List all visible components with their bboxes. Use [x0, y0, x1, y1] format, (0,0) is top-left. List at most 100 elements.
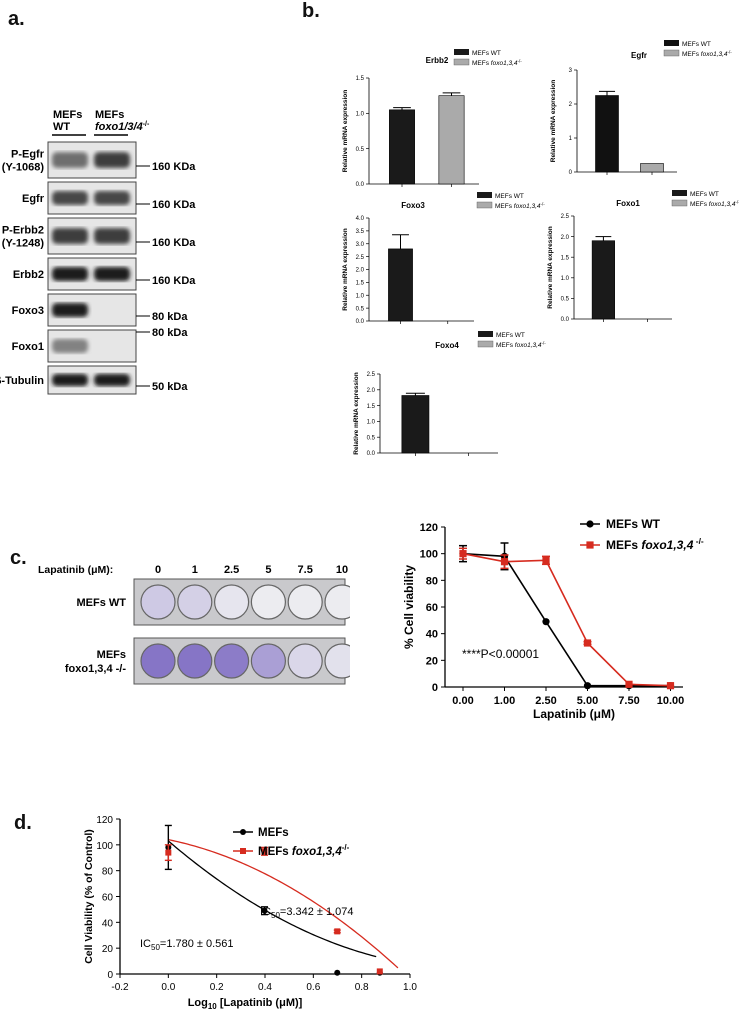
y-tick-label: 60 [426, 602, 438, 614]
dose-label: 5 [265, 564, 271, 576]
y-tick-label: 120 [420, 522, 438, 534]
legend-swatch-ko [663, 49, 680, 57]
data-point [459, 550, 467, 558]
plate-well [287, 643, 323, 679]
blot-marker-label: 50 kDa [152, 381, 188, 393]
y-tick-label: 3 [569, 68, 573, 74]
blot-band [52, 228, 88, 244]
y-tick-label: 1.0 [561, 276, 570, 282]
blot-lane-header-line1: MEFs [53, 109, 82, 121]
blot-band [94, 266, 130, 282]
legend-marker-ko [240, 848, 246, 854]
data-point [542, 556, 550, 564]
blot-marker-label: 160 KDa [152, 161, 196, 173]
y-tick-label: 1.0 [356, 112, 365, 118]
blot-band [52, 152, 88, 168]
legend-label-mefs: MEFs [258, 827, 289, 839]
legend-swatch-ko [671, 199, 688, 207]
blot-band [52, 302, 88, 318]
x-tick-label: 0.4 [258, 982, 272, 993]
chart-title: Foxo3 [401, 201, 425, 210]
x-tick-label: 10.00 [657, 695, 685, 707]
ic50-annotation: IC50=3.342 ± 1.074 [260, 906, 354, 920]
data-point [376, 968, 383, 975]
legend-label-wt: MEFs WT [690, 191, 719, 198]
y-tick-label: 0.0 [356, 319, 365, 325]
x-tick-label: 0.2 [210, 982, 224, 993]
data-point [165, 849, 172, 856]
y-tick-label: 0 [107, 970, 113, 981]
y-tick-label: 3.0 [356, 242, 365, 248]
legend-label-wt: MEFs WT [606, 517, 661, 531]
y-tick-label: 1.5 [356, 281, 365, 287]
x-tick-label: 0.6 [306, 982, 320, 993]
legend-label-ko: MEFs foxo1,3,4-/- [258, 843, 350, 858]
data-point [542, 618, 550, 626]
blot-band [94, 228, 130, 244]
y-axis-label: Relative mRNA expression [342, 90, 349, 173]
blot-lane-header-line1: MEFs [95, 109, 124, 121]
data-point [583, 639, 592, 647]
blot-band [94, 190, 130, 206]
data-point [500, 558, 509, 566]
chart-title: Foxo1 [616, 199, 640, 208]
legend-swatch-wt [672, 190, 687, 196]
blot-marker-label: 160 KDa [152, 199, 196, 211]
y-tick-label: 40 [102, 918, 114, 929]
blot-band [94, 373, 130, 387]
fit-curve-ko [168, 839, 399, 969]
mrna-chart-foxo1: Foxo1 0.0 0.5 1.0 1.5 2.0 2.5 Relative mRNA exp… [547, 190, 739, 323]
y-tick-label: 1 [569, 136, 573, 142]
legend-swatch-wt [477, 192, 492, 198]
x-tick-label: -0.2 [111, 982, 129, 993]
y-tick-label: 0.5 [561, 297, 570, 303]
y-tick-label: 2.0 [367, 388, 376, 394]
y-tick-label: 60 [102, 893, 114, 904]
blot-marker-label: 160 KDa [152, 275, 196, 287]
legend-swatch-wt [478, 331, 493, 337]
fit-curve-mefs [167, 840, 377, 958]
legend-label-ko: MEFs foxo1,3,4-/- [682, 49, 732, 58]
bar [591, 240, 615, 320]
blot-band [52, 373, 88, 387]
plate-well [140, 584, 176, 620]
plate-well [250, 643, 286, 679]
y-tick-label: 20 [426, 655, 438, 667]
y-tick-label: 2.5 [356, 255, 365, 261]
legend-label-ko: MEFs foxo1,3,4-/- [496, 340, 546, 349]
y-tick-label: 1.0 [356, 293, 365, 299]
y-axis-label: Cell Viability (% of Control) [83, 829, 95, 964]
x-tick-label: 5.00 [577, 695, 598, 707]
y-axis-label: Relative mRNA expression [547, 226, 554, 309]
x-tick-label: 0.0 [161, 982, 175, 993]
dose-label: 1 [192, 564, 198, 576]
bar [438, 95, 465, 185]
y-tick-label: 1.5 [367, 404, 376, 410]
mrna-chart-egfr: Egfr 0 1 2 3 Relative mRNA expression MEFs WTM… [550, 40, 732, 176]
legend-swatch-ko [477, 340, 494, 348]
y-tick-label: 0 [569, 170, 573, 176]
plate-well [177, 584, 213, 620]
mrna-chart-foxo3: Foxo3 0.0 0.5 1.0 1.5 2.0 2.5 3.0 3.5 4.0 Relative… [342, 192, 545, 325]
y-tick-label: 0.0 [561, 317, 570, 323]
blot-band [52, 338, 88, 354]
y-tick-label: 2.0 [356, 268, 365, 274]
blot-marker-label: 80 kDa [152, 327, 188, 339]
dose-label: 10 [336, 564, 348, 576]
x-tick-label: 1.00 [494, 695, 515, 707]
blot-band [52, 266, 88, 282]
panel-label-a: a. [8, 8, 25, 30]
legend-marker-mefs [240, 829, 246, 835]
y-tick-label: 0.5 [356, 306, 365, 312]
legend-swatch-ko [453, 58, 470, 66]
chart-title: Erbb2 [426, 56, 449, 65]
ic50-annotation: IC50=1.780 ± 0.561 [140, 938, 234, 952]
y-tick-label: 0.0 [356, 182, 365, 188]
mrna-chart-foxo4: Foxo4 0.0 0.5 1.0 1.5 2.0 2.5 Relative mRNA exp… [353, 331, 546, 457]
legend-marker-ko [586, 541, 594, 549]
y-tick-label: 20 [102, 944, 114, 955]
panel-label-c: c. [10, 547, 27, 569]
x-axis-label: Lapatinib (μM) [533, 707, 615, 721]
blot-band [52, 190, 88, 206]
dose-label: 7.5 [298, 564, 313, 576]
